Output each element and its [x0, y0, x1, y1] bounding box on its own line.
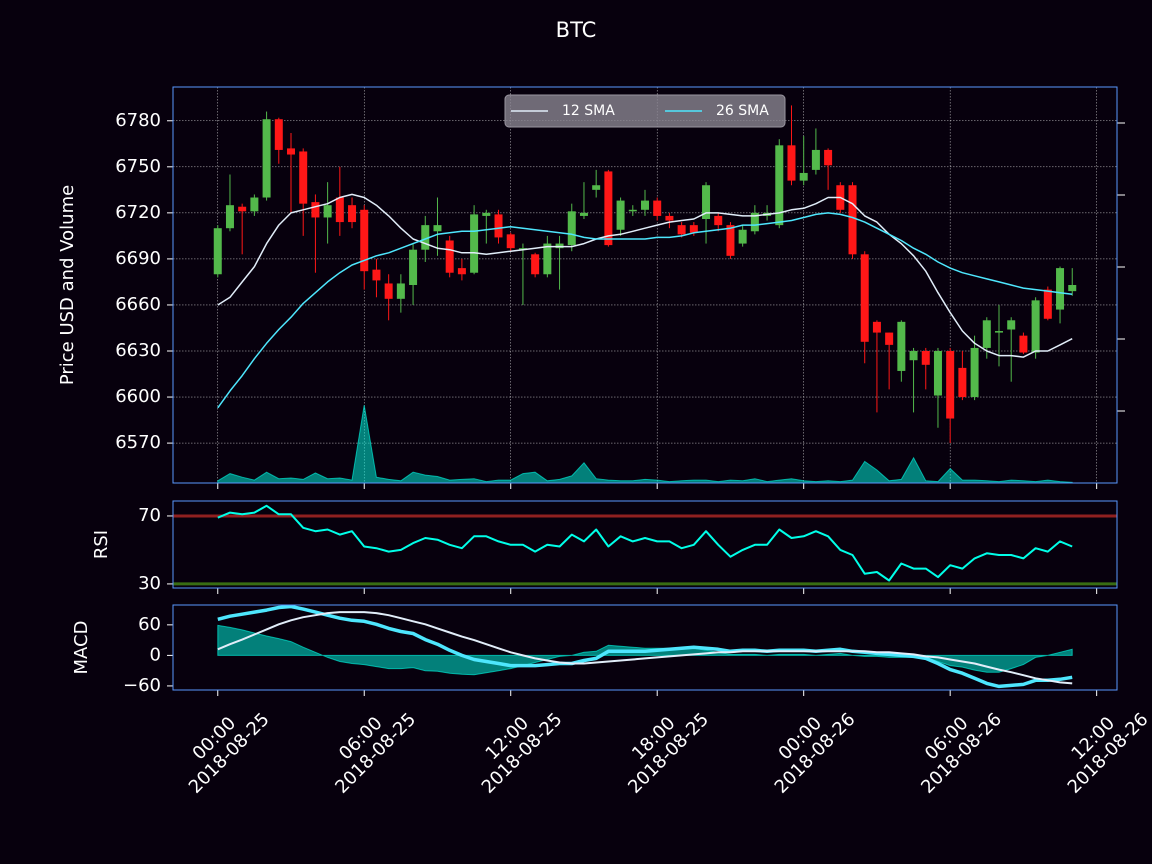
- y-tick-label: 6630: [115, 340, 161, 361]
- indicator-line: [217, 604, 1073, 689]
- y-tick-label: 60: [138, 614, 161, 635]
- candle-body: [433, 225, 442, 232]
- candle-body: [1068, 285, 1077, 292]
- chart-title: BTC: [556, 18, 597, 42]
- candle-body: [311, 202, 320, 218]
- candle-body: [506, 234, 515, 249]
- candle-body: [738, 229, 747, 244]
- candle-body: [665, 215, 674, 221]
- candle-body: [384, 283, 393, 299]
- candle-body: [628, 209, 637, 212]
- candle-body: [714, 215, 723, 226]
- y-tick-label: 6720: [115, 202, 161, 223]
- candle-body: [995, 331, 1003, 333]
- candle-body: [457, 268, 466, 275]
- candle-body: [592, 185, 601, 190]
- candle-body: [799, 172, 808, 181]
- candle-body: [287, 148, 295, 155]
- candle-body: [653, 200, 662, 216]
- candle-body: [213, 228, 222, 275]
- y-axis-label: RSI: [91, 530, 112, 559]
- y-axis-label: MACD: [71, 621, 92, 675]
- indicator-line: [217, 611, 1073, 685]
- candle-body: [909, 351, 918, 361]
- candle-body: [250, 197, 259, 212]
- volume-area: [217, 405, 1073, 484]
- y-tick-label: −60: [123, 675, 161, 696]
- candle-body: [775, 145, 784, 226]
- legend-box: [504, 94, 786, 128]
- candle-body: [518, 248, 527, 250]
- candle-body: [1056, 268, 1065, 310]
- candle-body: [470, 214, 479, 273]
- candle-body: [824, 149, 833, 166]
- candle-body: [372, 269, 381, 281]
- sma-line: [217, 193, 1073, 358]
- candle-body: [360, 209, 369, 272]
- candle-body: [946, 351, 955, 419]
- candle-body: [421, 225, 430, 250]
- candle-body: [262, 119, 271, 198]
- candle-body: [641, 200, 649, 210]
- candle-body: [1019, 335, 1028, 353]
- candle-body: [933, 351, 942, 396]
- candle-body: [677, 225, 686, 235]
- y-tick-label: 6750: [115, 156, 161, 177]
- y-tick-label: 6570: [115, 432, 161, 453]
- candle-body: [335, 197, 344, 223]
- candle-body: [445, 240, 454, 273]
- candle-body: [970, 347, 979, 398]
- y-tick-label: 6660: [115, 294, 161, 315]
- legend-label: 12 SMA: [562, 103, 615, 119]
- legend-label: 26 SMA: [716, 103, 769, 119]
- candle-body: [396, 283, 405, 299]
- candle-body: [409, 249, 418, 285]
- candle-body: [323, 205, 332, 218]
- candle-body: [702, 185, 711, 219]
- candle-body: [848, 185, 857, 255]
- candle-body: [921, 351, 930, 365]
- candle-body: [238, 206, 247, 212]
- y-tick-label: 6600: [115, 386, 161, 407]
- y-tick-label: 6690: [115, 248, 161, 269]
- candle-body: [885, 332, 894, 345]
- panel-frame: [172, 604, 1118, 691]
- y-tick-label: 30: [138, 573, 161, 594]
- indicator-line: [217, 504, 1073, 582]
- sma-line: [217, 212, 1073, 409]
- candle-body: [689, 225, 698, 233]
- y-tick-label: 70: [138, 505, 161, 526]
- candle-body: [604, 171, 613, 246]
- candle-body: [750, 212, 759, 232]
- candle-body: [543, 243, 552, 275]
- candle-body: [897, 321, 906, 371]
- candle-body: [482, 212, 491, 216]
- candle-body: [958, 367, 967, 398]
- candle-body: [982, 320, 991, 348]
- candle-body: [299, 151, 308, 204]
- candle-body: [872, 321, 881, 333]
- candle-body: [1007, 320, 1016, 330]
- candle-body: [860, 254, 869, 342]
- candle-body: [531, 254, 540, 275]
- candle-body: [616, 200, 625, 230]
- candle-body: [494, 214, 503, 238]
- candle-body: [579, 212, 588, 216]
- panel-frame: [172, 86, 1118, 484]
- candle-body: [348, 205, 357, 223]
- candle-body: [567, 211, 576, 246]
- candle-body: [726, 225, 735, 256]
- y-tick-label: 6780: [115, 110, 161, 131]
- candle-body: [1043, 289, 1052, 319]
- candle-body: [787, 145, 796, 181]
- candle-body: [1031, 300, 1040, 353]
- candle-body: [811, 149, 820, 170]
- candle-body: [225, 205, 234, 229]
- panel-frame: [172, 500, 1118, 589]
- candle-body: [274, 119, 283, 150]
- y-axis-label: Price USD and Volume: [57, 185, 78, 385]
- y-tick-label: 0: [150, 644, 161, 665]
